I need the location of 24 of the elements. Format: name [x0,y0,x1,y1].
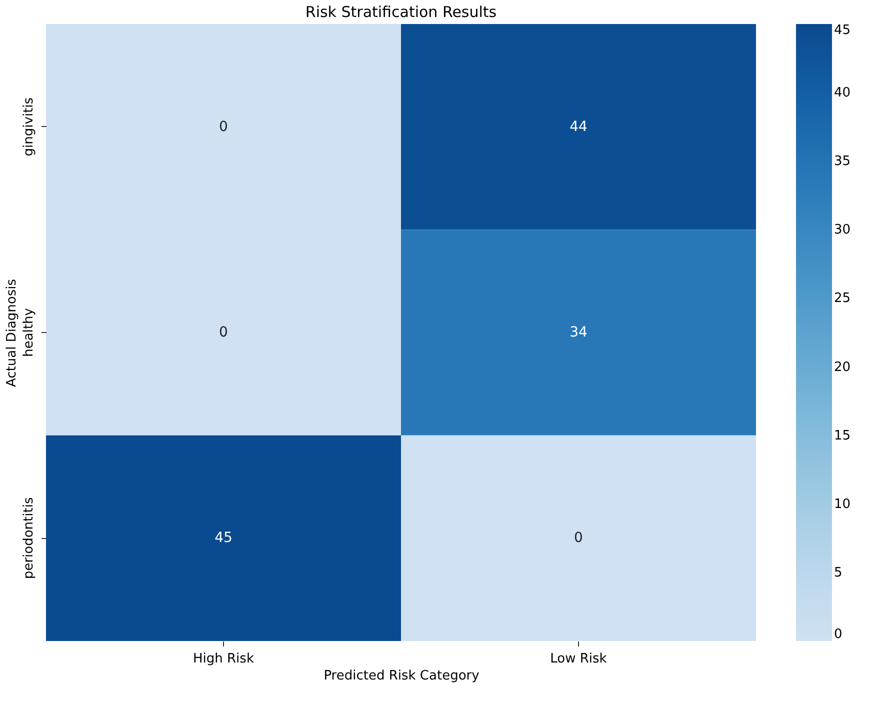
x-axis-title: Predicted Risk Category [324,668,480,684]
color-bar-label: 45 [834,23,851,38]
x-tick-label: Low Risk [550,652,608,666]
data-label: 45 [214,530,232,546]
color-bar-label: 20 [834,360,851,375]
y-tick-label: gingivitis [22,97,36,156]
color-bar-label: 40 [834,86,851,101]
color-bar-label: 10 [834,496,851,512]
color-bar-label: 15 [834,428,851,444]
data-label: 0 [219,118,228,135]
y-axis-title: Actual Diagnosis [4,278,20,388]
y-tick-label: periodontitis [22,497,36,580]
color-bar-label: 0 [834,627,842,642]
color-bar-label: 30 [834,222,851,238]
y-tick-label: healthy [22,308,36,357]
color-bar-label: 25 [834,291,851,306]
data-label: 0 [574,530,583,546]
data-label: 0 [219,324,228,340]
data-label: 44 [570,118,588,135]
data-label: 34 [570,324,588,340]
color-bar-label: 5 [834,565,842,580]
chart-title: Risk Stratification Results [305,3,497,21]
color-bar-label: 35 [834,154,851,170]
x-tick-label: High Risk [193,652,254,666]
